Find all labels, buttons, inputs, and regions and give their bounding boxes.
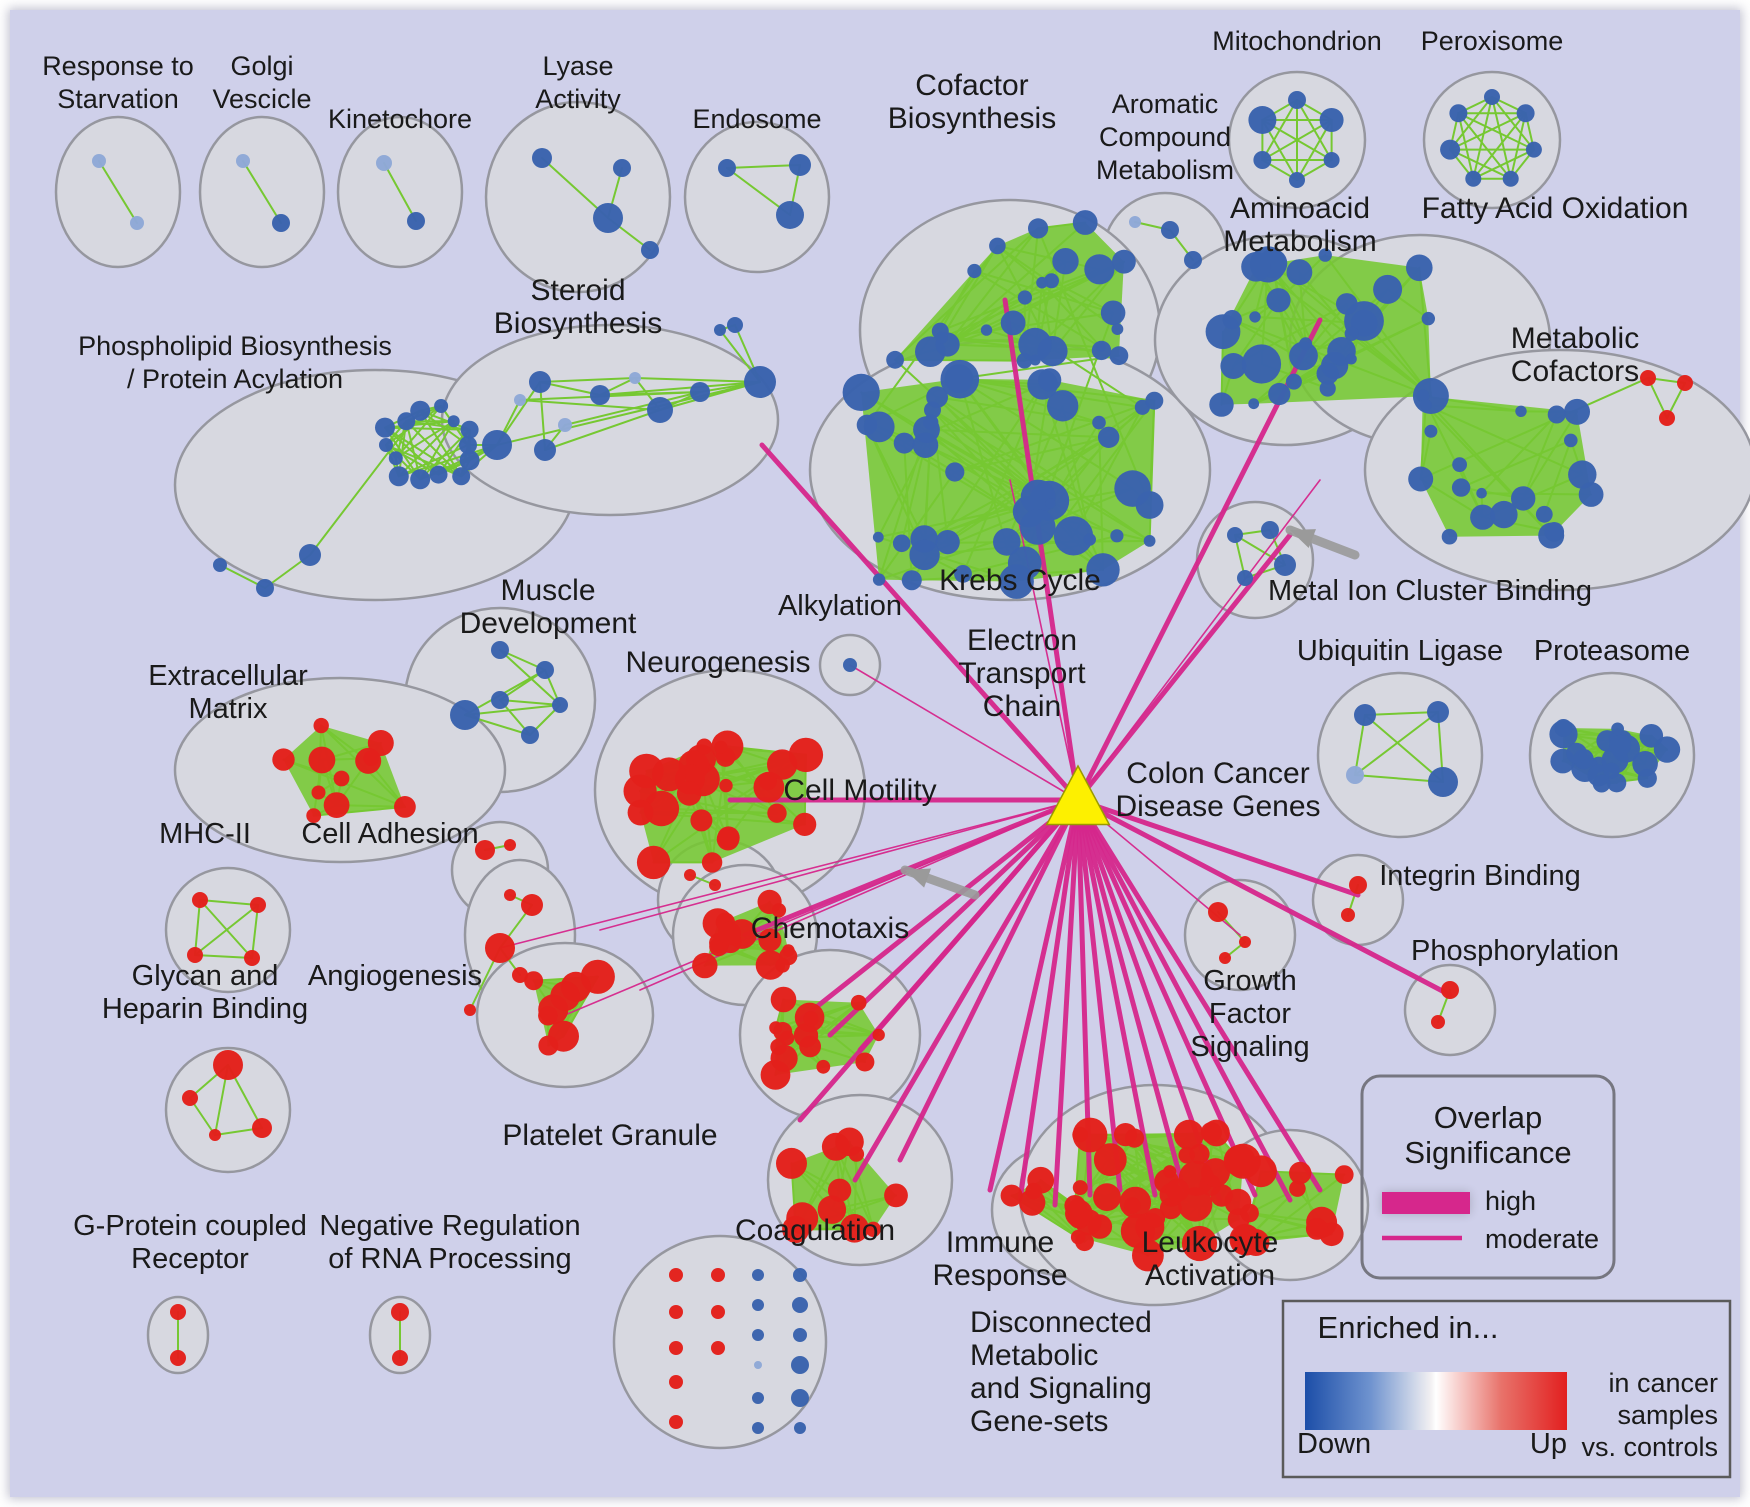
svg-text:Cofactor: Cofactor — [915, 69, 1028, 102]
svg-text:G-Protein coupled: G-Protein coupled — [73, 1210, 307, 1242]
svg-text:Heparin Binding: Heparin Binding — [102, 993, 308, 1025]
svg-text:Cofactors: Cofactors — [1511, 355, 1639, 388]
svg-text:Glycan and: Glycan and — [132, 960, 279, 992]
svg-text:Receptor: Receptor — [131, 1243, 249, 1275]
svg-text:and Signaling: and Signaling — [970, 1372, 1152, 1405]
svg-text:Metal Ion Cluster Binding: Metal Ion Cluster Binding — [1268, 575, 1592, 607]
svg-text:in cancer: in cancer — [1608, 1368, 1718, 1398]
svg-text:Mitochondrion: Mitochondrion — [1212, 26, 1382, 56]
svg-text:Integrin Binding: Integrin Binding — [1379, 860, 1581, 892]
svg-text:Negative Regulation: Negative Regulation — [319, 1210, 580, 1242]
svg-text:Starvation: Starvation — [57, 84, 179, 114]
svg-text:Neurogenesis: Neurogenesis — [625, 646, 810, 679]
svg-text:Leukocyte: Leukocyte — [1142, 1226, 1279, 1259]
svg-text:Lyase: Lyase — [542, 51, 613, 81]
svg-text:Biosynthesis: Biosynthesis — [888, 102, 1056, 135]
svg-text:Colon Cancer: Colon Cancer — [1126, 757, 1309, 790]
svg-text:Ubiquitin Ligase: Ubiquitin Ligase — [1297, 635, 1503, 667]
svg-text:Disease Genes: Disease Genes — [1115, 790, 1320, 823]
svg-text:Phospholipid Biosynthesis: Phospholipid Biosynthesis — [78, 331, 392, 361]
svg-text:Down: Down — [1297, 1428, 1371, 1460]
svg-text:Immune: Immune — [946, 1226, 1054, 1259]
svg-text:Response: Response — [932, 1259, 1067, 1292]
svg-text:Electron: Electron — [967, 624, 1077, 657]
svg-text:Growth: Growth — [1203, 965, 1296, 997]
svg-text:Angiogenesis: Angiogenesis — [308, 960, 482, 992]
svg-text:Fatty Acid Oxidation: Fatty Acid Oxidation — [1422, 192, 1689, 225]
svg-text:Activity: Activity — [535, 84, 621, 114]
svg-text:Vescicle: Vescicle — [212, 84, 311, 114]
svg-text:high: high — [1485, 1186, 1536, 1216]
svg-text:Proteasome: Proteasome — [1534, 635, 1690, 667]
svg-text:Overlap: Overlap — [1434, 1100, 1543, 1135]
svg-text:Cell Adhesion: Cell Adhesion — [301, 818, 478, 850]
svg-text:Platelet Granule: Platelet Granule — [502, 1119, 717, 1152]
svg-text:Muscle: Muscle — [500, 574, 595, 607]
svg-text:Coagulation: Coagulation — [735, 1214, 895, 1247]
svg-text:Metabolism: Metabolism — [1223, 225, 1376, 258]
svg-text:Steroid: Steroid — [530, 274, 625, 307]
svg-text:Enriched in...: Enriched in... — [1318, 1310, 1499, 1345]
svg-text:Kinetochore: Kinetochore — [328, 104, 472, 134]
svg-text:Alkylation: Alkylation — [778, 590, 902, 622]
svg-text:Extracellular: Extracellular — [148, 660, 308, 692]
svg-text:Response to: Response to — [42, 51, 194, 81]
svg-text:Phosphorylation: Phosphorylation — [1411, 935, 1619, 967]
svg-text:Chemotaxis: Chemotaxis — [751, 912, 909, 945]
svg-text:of RNA Processing: of RNA Processing — [328, 1243, 571, 1275]
svg-text:MHC-II: MHC-II — [159, 818, 251, 850]
svg-text:Transport: Transport — [958, 657, 1086, 690]
svg-text:Signaling: Signaling — [1190, 1031, 1309, 1063]
svg-text:Development: Development — [460, 607, 637, 640]
svg-text:Factor: Factor — [1209, 998, 1292, 1030]
svg-text:Aromatic: Aromatic — [1112, 89, 1219, 119]
svg-text:Biosynthesis: Biosynthesis — [494, 307, 662, 340]
svg-text:Golgi: Golgi — [230, 51, 293, 81]
svg-text:Endosome: Endosome — [692, 104, 821, 134]
svg-text:Up: Up — [1530, 1428, 1567, 1460]
svg-text:Disconnected: Disconnected — [970, 1306, 1152, 1339]
svg-text:Significance: Significance — [1404, 1135, 1571, 1170]
svg-text:moderate: moderate — [1485, 1224, 1599, 1254]
svg-text:Activation: Activation — [1145, 1259, 1275, 1292]
svg-text:Metabolic: Metabolic — [1511, 322, 1639, 355]
svg-text:Compound: Compound — [1099, 122, 1231, 152]
svg-text:Peroxisome: Peroxisome — [1421, 26, 1564, 56]
svg-text:/ Protein Acylation: / Protein Acylation — [127, 364, 343, 394]
svg-text:Gene-sets: Gene-sets — [970, 1405, 1108, 1438]
svg-text:Metabolic: Metabolic — [970, 1339, 1098, 1372]
svg-text:Matrix: Matrix — [189, 693, 268, 725]
svg-text:Metabolism: Metabolism — [1096, 155, 1234, 185]
svg-text:Cell Motility: Cell Motility — [783, 774, 936, 807]
svg-text:samples: samples — [1617, 1400, 1718, 1430]
svg-text:Krebs Cycle: Krebs Cycle — [939, 564, 1101, 597]
svg-text:Aminoacid: Aminoacid — [1230, 192, 1370, 225]
svg-text:vs. controls: vs. controls — [1581, 1432, 1718, 1462]
svg-text:Chain: Chain — [983, 690, 1061, 723]
